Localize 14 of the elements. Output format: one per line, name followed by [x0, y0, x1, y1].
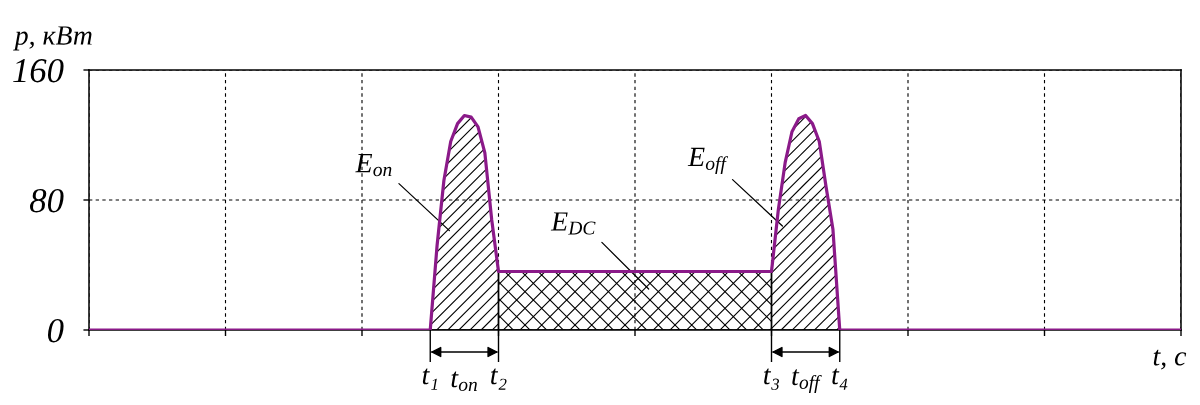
text: t$_{on}$	[451, 371, 477, 392]
y-tick-label: 160	[13, 58, 64, 83]
x-tick-label: t₄	[832, 368, 848, 390]
series-label: E$_{on}$	[355, 153, 392, 177]
x-tick-label: t₃	[764, 368, 780, 390]
text: t$_{off}$	[792, 369, 822, 393]
y-tick-label: 80	[30, 188, 64, 213]
y-axis-title: p, кВт	[13, 26, 92, 51]
y-tick-label: 0	[47, 318, 64, 343]
x-tick-label: t₂	[491, 368, 507, 390]
series-label: E$_{off}$	[687, 147, 729, 174]
x-axis-title: t, с	[1153, 349, 1187, 370]
x-tick-label: t₁	[422, 368, 438, 390]
series-label: E$_{DC}$	[550, 212, 596, 235]
